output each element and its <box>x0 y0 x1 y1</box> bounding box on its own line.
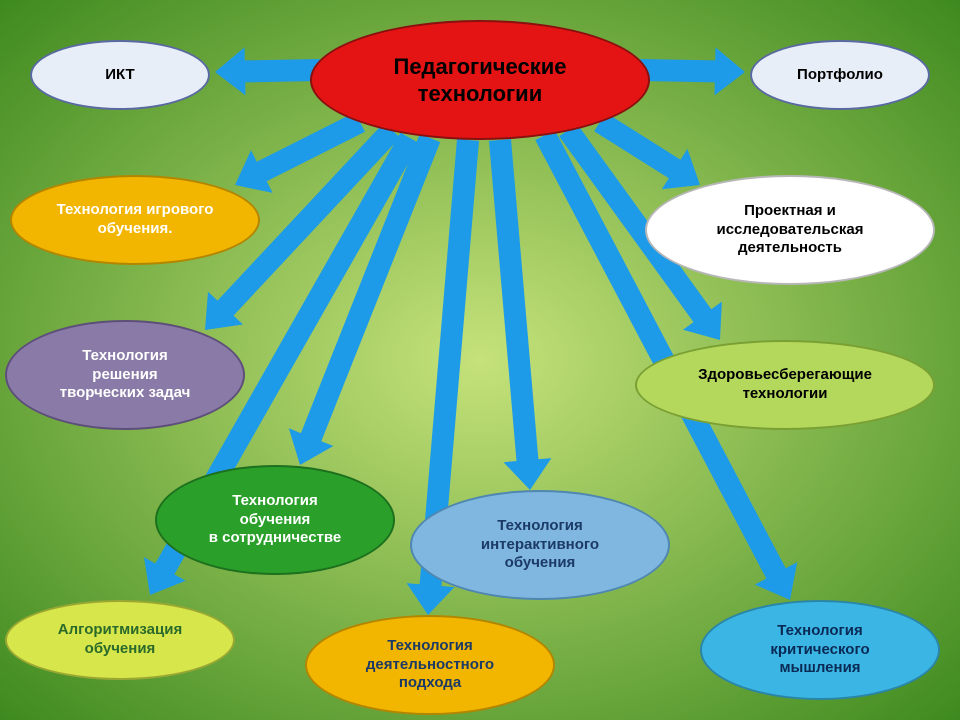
coop-label: Технология обучения в сотрудничестве <box>209 492 342 548</box>
node-health: Здоровьесберегающие технологии <box>635 340 935 430</box>
node-ikt: ИКТ <box>30 40 210 110</box>
node-game: Технология игрового обучения. <box>10 175 260 265</box>
health-label: Здоровьесберегающие технологии <box>698 366 872 404</box>
game-label: Технология игрового обучения. <box>57 201 214 239</box>
arrow-to-game <box>235 112 365 193</box>
center-label: Педагогические технологии <box>394 53 567 108</box>
node-creative: Технология решения творческих задач <box>5 320 245 430</box>
interactive-label: Технология интерактивного обучения <box>481 517 599 573</box>
critical-label: Технология критического мышления <box>770 622 869 678</box>
arrow-to-interactive <box>489 139 551 490</box>
ikt-label: ИКТ <box>105 66 134 85</box>
creative-label: Технология решения творческих задач <box>60 347 191 403</box>
node-algo: Алгоритмизация обучения <box>5 600 235 680</box>
node-project: Проектная и исследовательская деятельнос… <box>645 175 935 285</box>
activity-label: Технология деятельностного подхода <box>366 637 494 693</box>
algo-label: Алгоритмизация обучения <box>58 621 182 659</box>
diagram-stage: Педагогические технологии ИКТ Портфолио Тех… <box>0 0 960 720</box>
node-critical: Технология критического мышления <box>700 600 940 700</box>
center-node: Педагогические технологии <box>310 20 650 140</box>
node-interactive: Технология интерактивного обучения <box>410 490 670 600</box>
project-label: Проектная и исследовательская деятельнос… <box>716 202 863 258</box>
node-portfolio: Портфолио <box>750 40 930 110</box>
arrow-to-project <box>594 113 700 190</box>
arrow-to-coop <box>289 134 440 465</box>
node-activity: Технология деятельностного подхода <box>305 615 555 715</box>
arrow-to-portfolio <box>640 47 745 95</box>
portfolio-label: Портфолио <box>797 66 883 85</box>
arrow-to-ikt <box>215 47 320 95</box>
node-coop: Технология обучения в сотрудничестве <box>155 465 395 575</box>
